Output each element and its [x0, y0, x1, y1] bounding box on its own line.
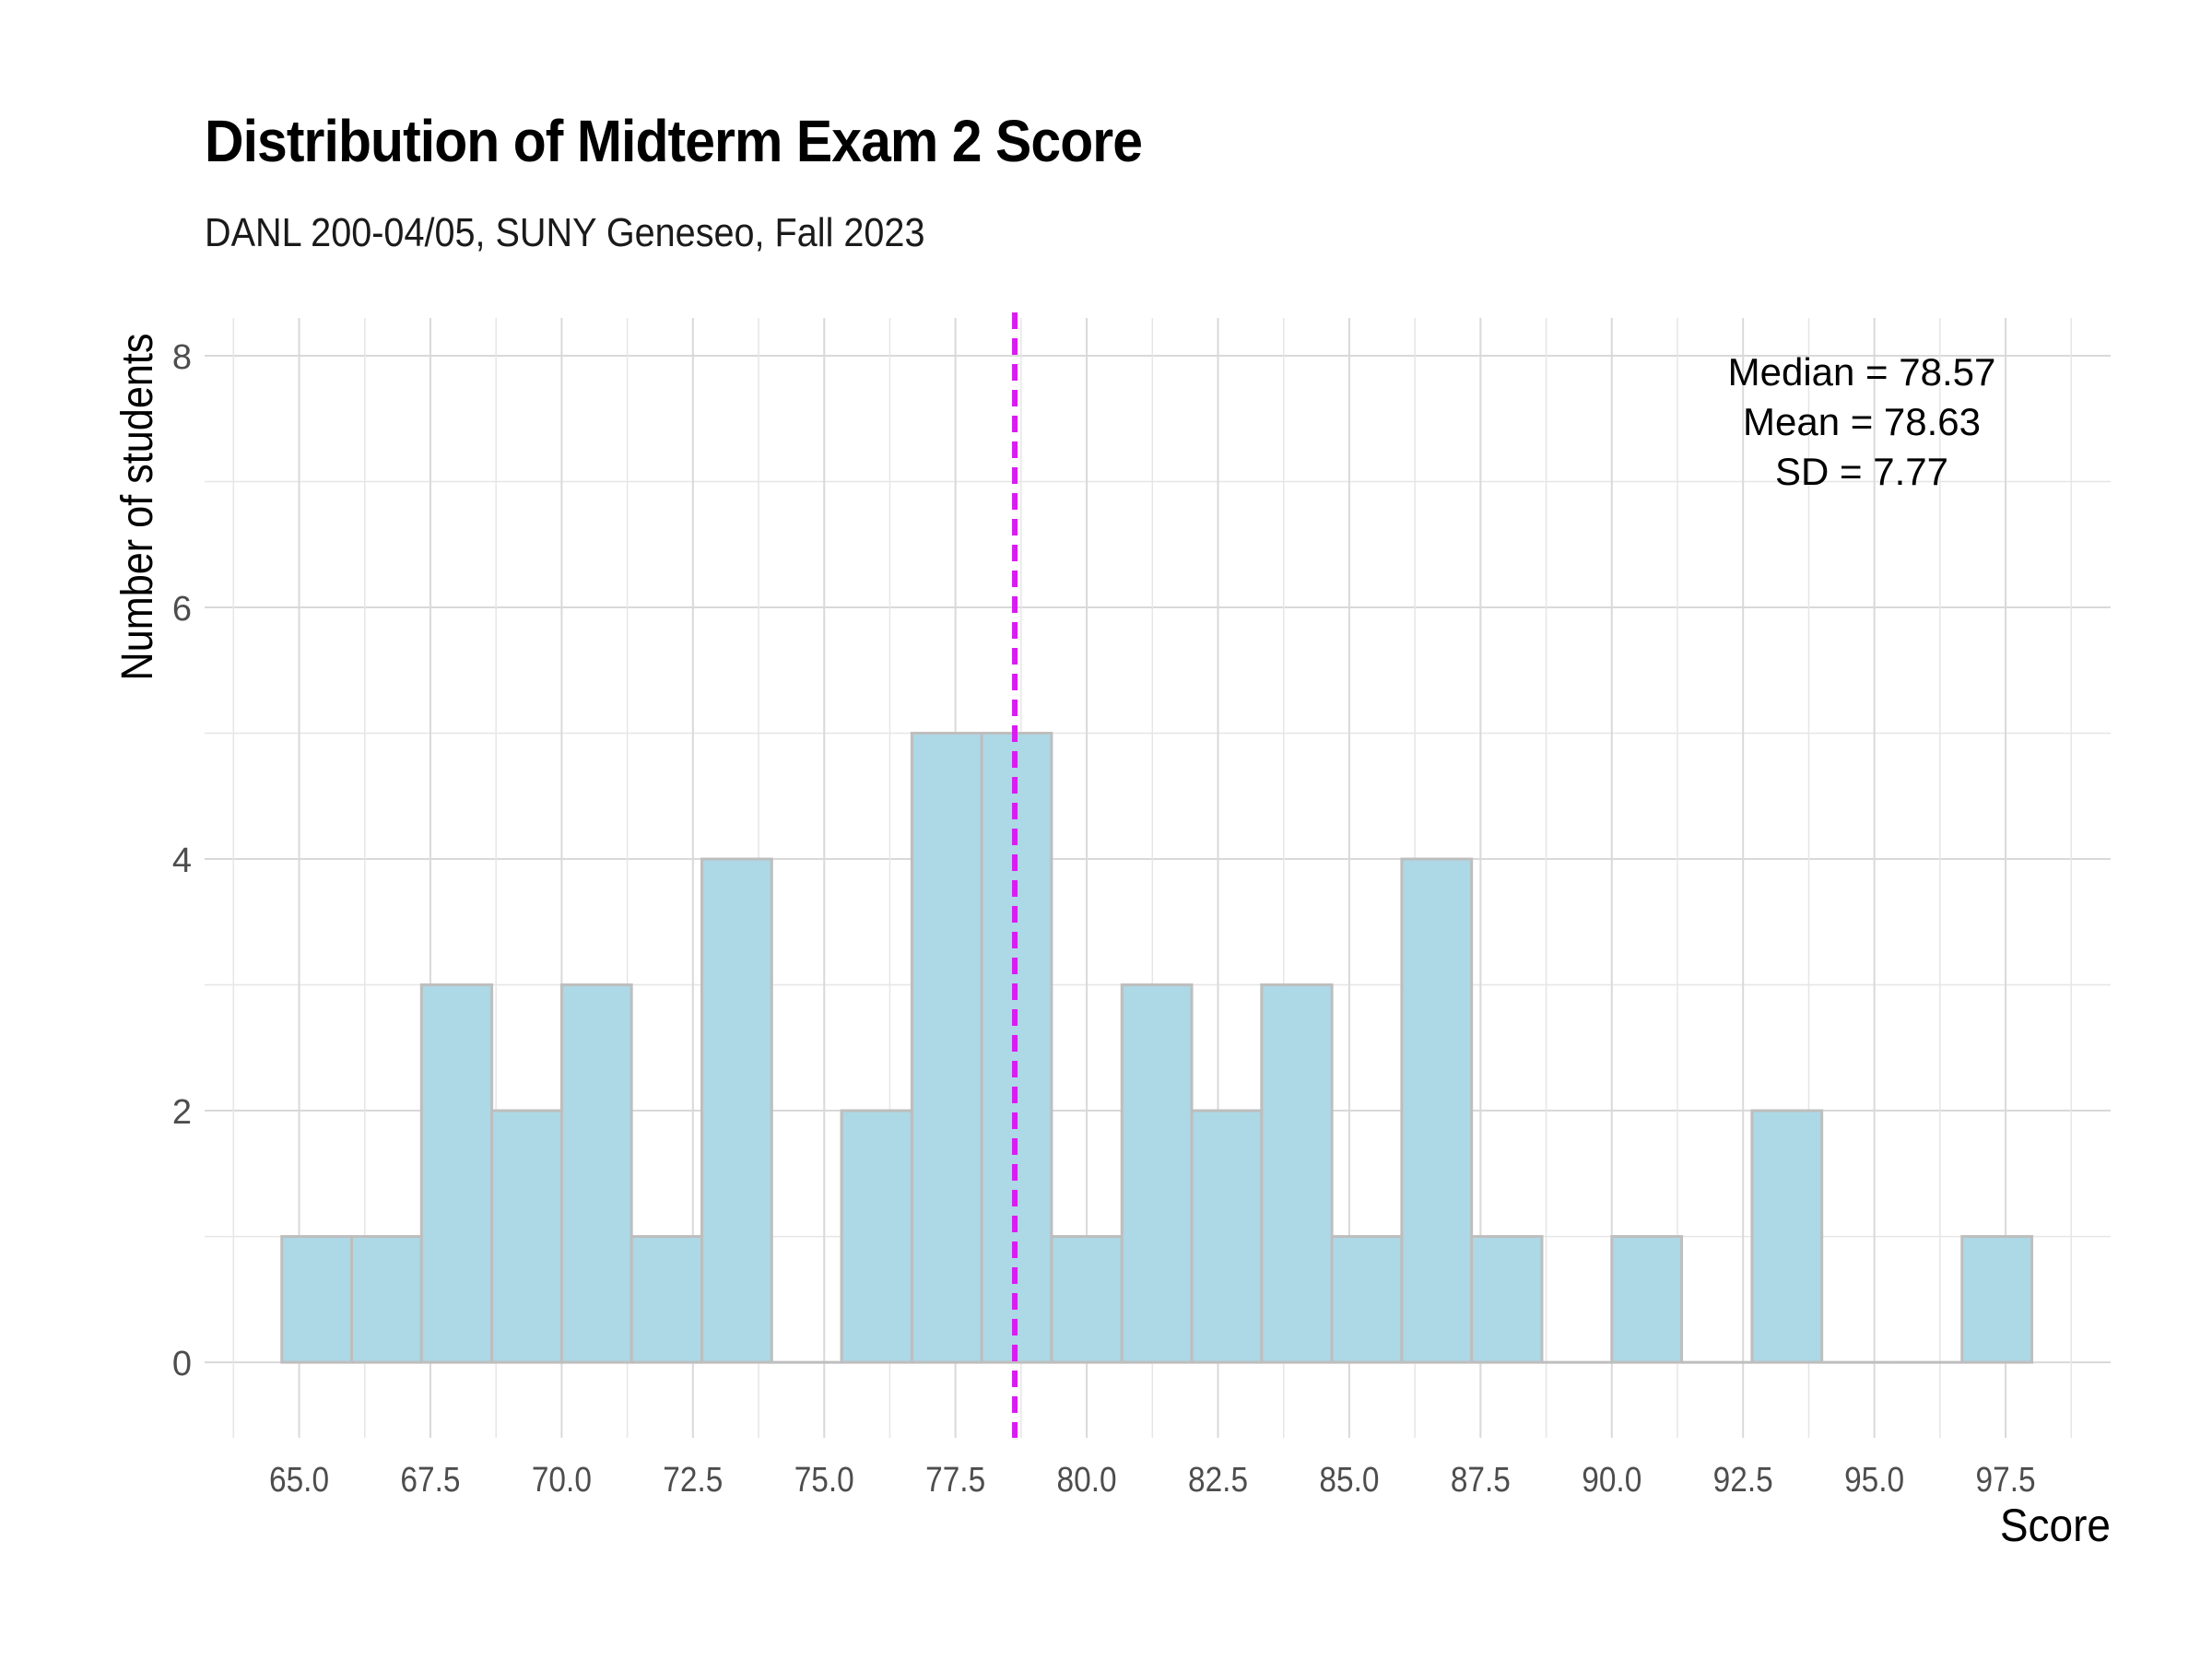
- histogram-bar: [1470, 1235, 1544, 1364]
- histogram-bar: [1260, 983, 1334, 1364]
- x-tick-label: 77.5: [925, 1460, 985, 1499]
- histogram-bar: [1190, 1109, 1264, 1364]
- stats-annotation-line: Median = 78.57: [1728, 350, 1996, 394]
- y-axis-label: Number of students: [112, 334, 162, 681]
- y-tick-label: 6: [172, 590, 192, 629]
- x-tick-label: 92.5: [1713, 1460, 1773, 1499]
- histogram-bar: [840, 1109, 913, 1364]
- histogram-bar: [559, 983, 633, 1364]
- y-tick-label: 4: [172, 841, 192, 880]
- tick-labels-layer: 0 2 4 6 8 65.0 67.5 70.0 72.5 75.0 77.5 80.0 82.5 85.…: [172, 338, 2036, 1500]
- stats-annotation-line: SD = 7.77: [1775, 450, 1948, 493]
- y-tick-label: 2: [172, 1093, 192, 1132]
- histogram-bar: [629, 1235, 704, 1364]
- histogram-bar: [1120, 983, 1194, 1364]
- x-tick-label: 85.0: [1319, 1460, 1379, 1499]
- x-tick-label: 80.0: [1057, 1460, 1117, 1499]
- histogram-bar: [1330, 1235, 1404, 1364]
- x-tick-label: 95.0: [1844, 1460, 1904, 1499]
- histogram-bar: [1750, 1109, 1824, 1364]
- x-tick-label: 82.5: [1188, 1460, 1248, 1499]
- bars-layer: [280, 732, 2034, 1364]
- stats-annotation-line: Mean = 78.63: [1743, 400, 1981, 443]
- x-tick-label: 65.0: [269, 1460, 329, 1499]
- chart-subtitle: DANL 200-04/05, SUNY Geneseo, Fall 2023: [205, 210, 925, 255]
- histogram-bar: [700, 857, 773, 1364]
- histogram-bar: [419, 983, 494, 1364]
- x-tick-label: 72.5: [663, 1460, 723, 1499]
- histogram-bar: [1050, 1235, 1124, 1364]
- x-tick-label: 87.5: [1451, 1460, 1511, 1499]
- x-tick-label: 70.0: [532, 1460, 592, 1499]
- y-tick-label: 8: [172, 338, 192, 377]
- histogram-bar: [1610, 1235, 1684, 1364]
- histogram-bar: [1400, 857, 1474, 1364]
- histogram-bar: [350, 1235, 423, 1364]
- chart-title: Distribution of Midterm Exam 2 Score: [205, 108, 1143, 174]
- histogram-bar: [490, 1109, 563, 1364]
- histogram-bar: [910, 732, 983, 1364]
- x-axis-label: Score: [2000, 1500, 2111, 1551]
- histogram-bar: [280, 1235, 354, 1364]
- y-tick-label: 0: [172, 1345, 192, 1383]
- x-tick-label: 67.5: [400, 1460, 460, 1499]
- stats-annotation: Median = 78.57 Mean = 78.63 SD = 7.77: [1728, 350, 1996, 493]
- histogram-bar: [1960, 1235, 2034, 1364]
- x-tick-label: 97.5: [1976, 1460, 2036, 1499]
- x-tick-label: 90.0: [1582, 1460, 1641, 1499]
- x-tick-label: 75.0: [794, 1460, 854, 1499]
